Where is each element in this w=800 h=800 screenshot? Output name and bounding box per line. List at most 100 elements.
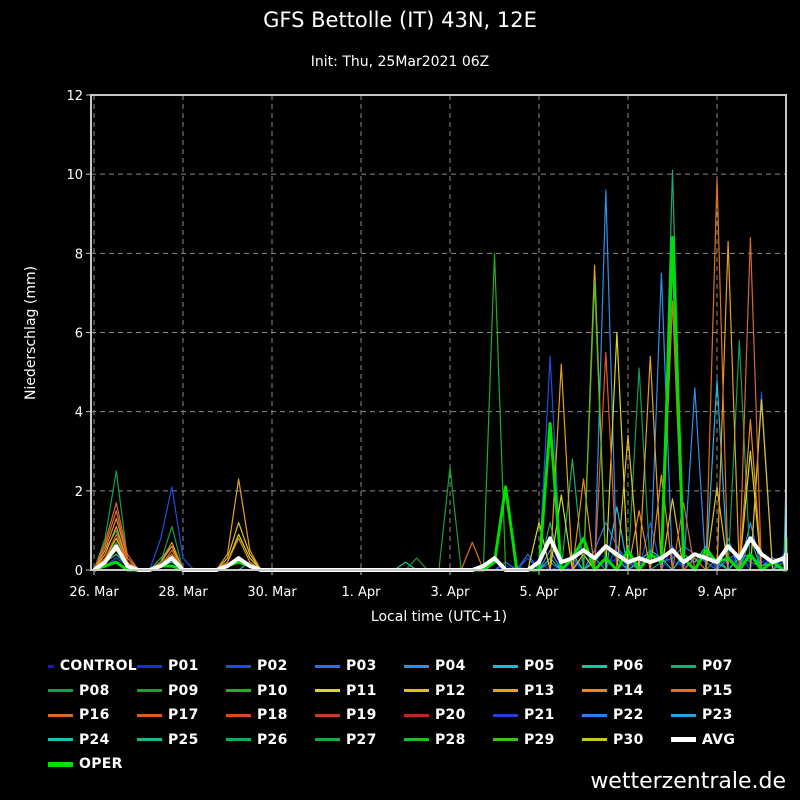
legend-label: P21 [524,707,555,724]
x-tick-label: 26. Mar [69,585,119,600]
legend-swatch [137,738,162,742]
x-tick-label: 28. Mar [158,585,208,600]
legend-swatch [315,713,340,717]
legend-row: P16 P17 P18 P19 P20 P21 P22 P23 [48,703,788,728]
legend-item: P25 [137,732,226,748]
x-tick-label: 5. Apr [519,585,559,600]
legend-label: P23 [702,707,733,724]
legend-swatch [493,713,518,717]
legend-swatch [582,689,607,693]
legend-swatch [671,737,696,743]
legend-swatch [404,738,429,742]
legend-item: P12 [404,683,493,699]
legend-label: OPER [79,756,123,773]
legend-swatch [315,738,340,742]
y-axis-label: Niederschlag (mm) [23,266,39,400]
legend-item: OPER [48,756,137,772]
chart-title: GFS Bettolle (IT) 43N, 12E [263,8,537,32]
legend-item: P19 [315,707,404,723]
legend-swatch [404,689,429,693]
legend-label: P06 [613,658,644,675]
legend-row: CONTROL P01 P02 P03 P04 P05 P06 P07 [48,654,788,679]
legend-label: P08 [79,682,110,699]
legend-label: P30 [613,731,644,748]
x-tick-label: 3. Apr [430,585,470,600]
x-tick-label: 9. Apr [697,585,737,600]
legend-label: P05 [524,658,555,675]
legend-item: P04 [404,658,493,674]
legend-swatch [48,761,73,767]
legend-label: P13 [524,682,555,699]
legend-swatch [493,689,518,693]
legend-item: P07 [671,658,760,674]
legend-label: P12 [435,682,466,699]
legend-item: P05 [493,658,582,674]
legend-item: P28 [404,732,493,748]
legend-label: P04 [435,658,466,675]
legend: CONTROL P01 P02 P03 P04 P05 P06 P07 P08 P09 P10 P11… [48,654,788,777]
y-tick-label: 12 [66,89,83,104]
legend-label: AVG [702,731,736,748]
legend-swatch [582,664,607,668]
legend-label: P28 [435,731,466,748]
legend-swatch [493,664,518,668]
legend-swatch [137,689,162,693]
legend-swatch [404,664,429,668]
legend-label: P11 [346,682,377,699]
watermark: wetterzentrale.de [590,769,786,794]
legend-item: P02 [226,658,315,674]
legend-item: P16 [48,707,137,723]
legend-swatch [137,713,162,717]
x-axis-label: Local time (UTC+1) [371,609,507,625]
legend-item: P23 [671,707,760,723]
plot-frame [90,94,787,571]
x-tick-label: 7. Apr [608,585,648,600]
legend-swatch [48,664,54,668]
legend-label: P10 [257,682,288,699]
legend-label: P15 [702,682,733,699]
legend-item: P01 [137,658,226,674]
legend-swatch [404,713,429,717]
legend-swatch [226,689,251,693]
legend-label: P26 [257,731,288,748]
legend-label: P24 [79,731,110,748]
legend-label: P25 [168,731,199,748]
legend-item: CONTROL [48,658,137,674]
legend-item: AVG [671,732,760,748]
legend-item: P15 [671,683,760,699]
legend-label: P03 [346,658,377,675]
chart-subtitle: Init: Thu, 25Mar2021 06Z [311,54,489,70]
legend-swatch [671,713,696,717]
legend-item: P13 [493,683,582,699]
y-tick-label: 0 [75,564,83,579]
legend-swatch [48,689,73,693]
legend-label: P17 [168,707,199,724]
legend-item: P18 [226,707,315,723]
legend-item: P29 [493,732,582,748]
legend-swatch [226,713,251,717]
y-tick-label: 4 [75,406,83,421]
legend-item: P26 [226,732,315,748]
legend-row: OPER [48,752,788,777]
legend-label: P20 [435,707,466,724]
y-tick-label: 8 [75,247,83,262]
legend-label: P14 [613,682,644,699]
legend-label: P22 [613,707,644,724]
legend-swatch [226,664,251,668]
y-tick-label: 10 [66,168,83,183]
legend-row: P08 P09 P10 P11 P12 P13 P14 P15 [48,679,788,704]
x-tick-label: 30. Mar [247,585,297,600]
y-tick-label: 6 [75,327,83,342]
legend-item: P27 [315,732,404,748]
legend-item: P22 [582,707,671,723]
x-tick-label: 1. Apr [341,585,381,600]
legend-item: P20 [404,707,493,723]
legend-label: CONTROL [59,658,137,675]
legend-item: P14 [582,683,671,699]
legend-swatch [226,738,251,742]
series-line-oper [93,236,788,572]
legend-swatch [671,664,696,668]
legend-item: P21 [493,707,582,723]
legend-label: P09 [168,682,199,699]
